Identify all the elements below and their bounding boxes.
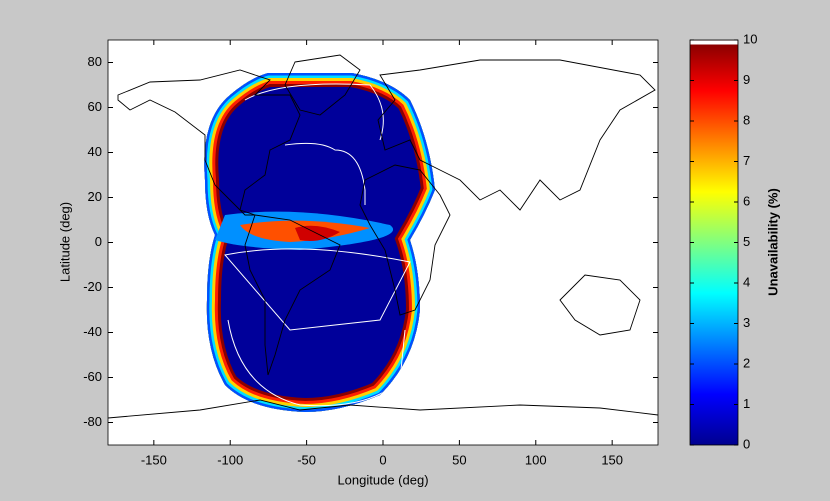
y-tick-label: -80 [83,414,102,429]
colorbar-tick-label: 2 [743,355,750,370]
colorbar-tick-label: 7 [743,153,750,168]
x-axis-label: Longitude (deg) [337,472,428,487]
coastlines [107,54,659,419]
y-tick-label: -60 [83,369,102,384]
y-tick-label: 0 [95,234,102,249]
colorbar-tick-label: 5 [743,234,750,249]
y-tick-label: 20 [88,189,102,204]
x-tick-label: 100 [525,452,547,467]
colorbar-tick-label: 10 [743,31,757,46]
colorbar-tick-label: 4 [743,274,750,289]
colorbar-label: Unavailability (%) [765,188,780,296]
x-tick-label: -50 [297,452,316,467]
x-tick-label: 0 [379,452,386,467]
y-axis-label: Latitude (deg) [57,202,72,282]
colorbar-tick-label: 8 [743,112,750,127]
x-tick-label: -150 [141,452,167,467]
colorbar-tick-label: 9 [743,72,750,87]
colorbar-tick-label: 3 [743,315,750,330]
colorbar-top [690,40,738,45]
y-tick-label: 60 [88,99,102,114]
y-tick-label: -20 [83,279,102,294]
colorbar-tick-label: 0 [743,436,750,451]
colorbar [689,39,739,446]
x-tick-label: 150 [601,452,623,467]
coverage [204,73,435,412]
y-tick-label: -40 [83,324,102,339]
y-tick-label: 80 [88,54,102,69]
colorbar-tick-label: 1 [743,396,750,411]
x-tick-label: 50 [452,452,466,467]
y-tick-label: 40 [88,144,102,159]
colorbar-tick-label: 6 [743,193,750,208]
x-tick-label: -100 [217,452,243,467]
